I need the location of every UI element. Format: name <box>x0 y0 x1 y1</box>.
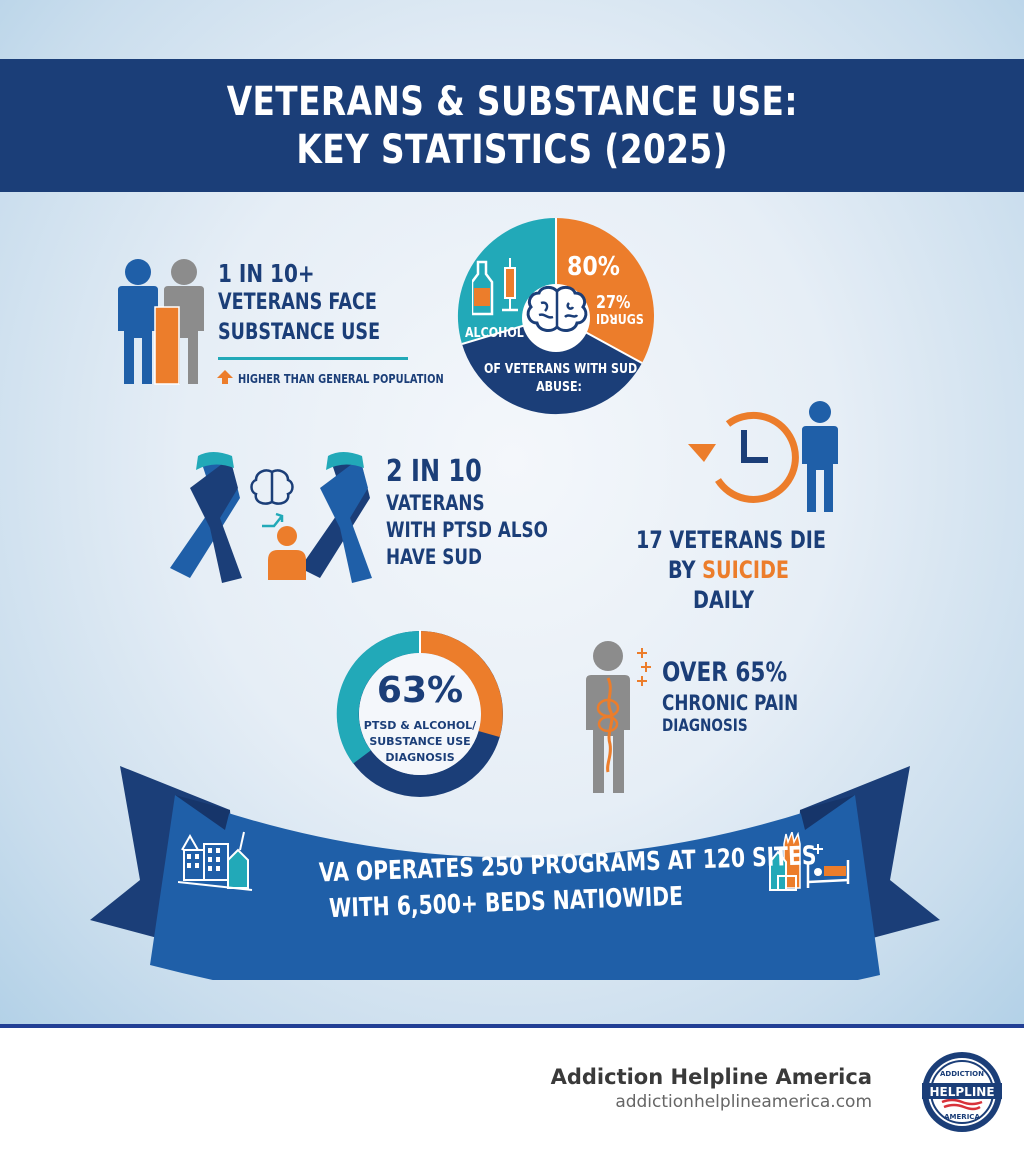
stat3-line1: 17 VETERANS DIE <box>636 526 827 554</box>
stat3-line2: BY SUICIDE <box>668 556 789 584</box>
pie-caption-line1: OF VETERANS WITH SUD <box>484 362 638 377</box>
clock-person-icon <box>688 401 838 512</box>
va-building-icon <box>178 831 253 891</box>
people-bar-icon <box>118 259 204 385</box>
donut-value: 63% <box>376 670 464 711</box>
person-blue-icon <box>802 401 838 512</box>
brain-small-icon <box>250 469 294 505</box>
pie-drugs-label: IDꓤUGS <box>596 313 644 328</box>
stat4-headline: OVER 65% <box>662 657 788 688</box>
arrow-icon <box>262 512 284 528</box>
stat2-line2: VATERANS <box>386 491 485 515</box>
badge-bottom-text: AMERICA <box>944 1113 980 1121</box>
stat1-headline: 1 IN 10+ <box>218 259 315 288</box>
title-line-1: VETERANS & SUBSTANCE USE: <box>226 78 798 125</box>
stat3-highlight: SUICIDE <box>702 556 790 584</box>
stat2-headline: 2 IN 10 <box>386 454 482 489</box>
stat3-line3: DAILY <box>693 586 755 614</box>
pie-small-value: 27% <box>596 292 631 313</box>
pie-big-value: 80% <box>567 252 620 282</box>
stat4-line2: CHRONIC PAIN <box>662 691 799 715</box>
donut-line1: PTSD & ALCOHOL/ <box>363 719 477 732</box>
stat1-divider <box>218 357 408 360</box>
arrow-up-icon <box>217 370 233 384</box>
chronic-pain-body-icon <box>586 641 651 793</box>
hospital-bed-icon <box>769 832 850 891</box>
brand-url[interactable]: addictionhelplineamerica.com <box>615 1092 872 1112</box>
person-orange-icon <box>268 526 306 580</box>
va-programs-banner <box>90 766 940 980</box>
footer <box>0 1028 1024 1154</box>
bottle-syringe-icon <box>472 258 518 316</box>
badge-helpline-text: HELPLINE <box>929 1085 994 1099</box>
brain-icon <box>526 285 588 332</box>
stat2-line3: WITH PTSD ALSO <box>386 518 548 542</box>
stat4-line3: DIAGNOSIS <box>662 716 748 736</box>
stat2-line4: HAVE SUD <box>386 545 482 569</box>
pie-caption-line2: ABUSE: <box>536 380 582 395</box>
title-line-2: KEY STATISTICS (2025) <box>296 126 728 173</box>
ribbon-right <box>300 452 372 583</box>
stat1-line3: SUBSTANCE USE <box>218 320 381 345</box>
ptsd-donut-chart <box>336 630 503 797</box>
stat3-prefix: BY <box>668 556 703 584</box>
stat1-note: HIGHER THAN GENERAL POPULATION <box>238 372 444 386</box>
helpline-badge-logo: HELPLINE ADDICTION AMERICA <box>922 1052 1002 1132</box>
awareness-ribbons-icon <box>170 452 372 583</box>
pie-alcohol-label: ALCOHOL <box>465 326 524 341</box>
ribbon-left <box>170 452 242 583</box>
donut-line2: SUBSTANCE USE <box>369 735 471 748</box>
footer-divider <box>0 1024 1024 1028</box>
title-banner: VETERANS & SUBSTANCE USE: KEY STATISTICS… <box>0 59 1024 192</box>
donut-line3: DIAGNOSIS <box>385 751 455 764</box>
clock-icon <box>688 411 799 503</box>
brand-name: Addiction Helpline America <box>550 1065 872 1089</box>
stat1-line2: VETERANS FACE <box>218 290 377 315</box>
badge-top-text: ADDICTION <box>940 1070 984 1078</box>
